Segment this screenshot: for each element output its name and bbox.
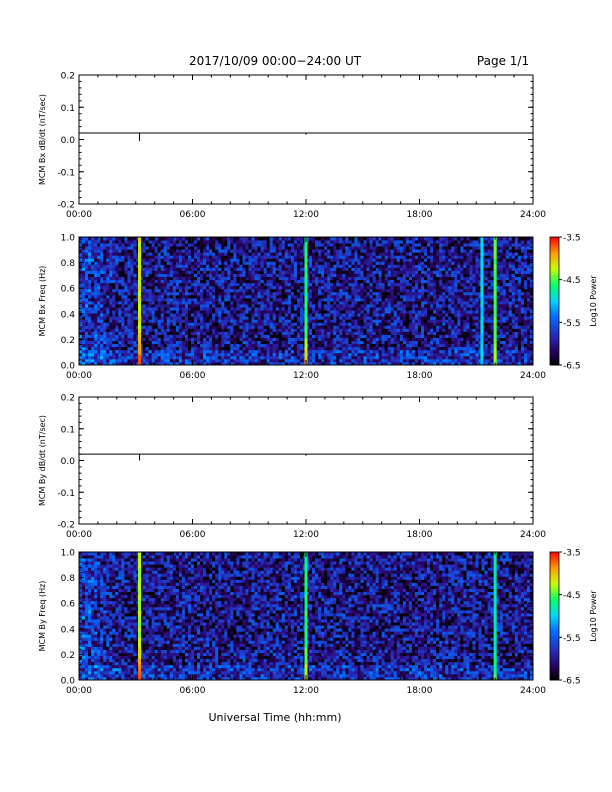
y-tick-label: 0.6 — [61, 600, 76, 610]
y-axis-label: MCM By dB/dt (nT/sec) — [38, 415, 47, 506]
x-tick-label: 00:00 — [66, 686, 92, 696]
dbdt-panel: 0.2 0.1 0.0 -0.1 -0.200:00 06:00 12:00 18:00 24:… — [38, 72, 546, 221]
plot-title: 2017/10/09 00:00−24:00 UT — [189, 54, 362, 68]
colorbar-tick-label: -6.5 — [563, 677, 581, 687]
event-column — [480, 237, 484, 366]
y-tick-label: 0.2 — [61, 651, 75, 661]
event-column — [138, 237, 142, 366]
y-tick-label: 0.1 — [61, 104, 75, 114]
colorbar-tick-label: -3.5 — [563, 549, 581, 559]
y-tick-label: 0.1 — [61, 425, 75, 435]
x-tick-label: 18:00 — [407, 686, 433, 696]
x-tick-label: 12:00 — [293, 530, 319, 540]
spectrogram-panel: 1.0 0.8 0.6 0.4 0.2 0.000:00 06:00 12:00 18:00 24… — [38, 234, 598, 382]
plot-frame — [78, 74, 534, 205]
colorbar-tick-label: -6.5 — [563, 362, 581, 372]
x-tick-label: 24:00 — [520, 371, 546, 381]
y-tick-label: 0.2 — [61, 394, 75, 404]
event-column — [304, 552, 308, 681]
y-tick-label: -0.1 — [57, 168, 75, 178]
y-tick-label: 0.2 — [61, 72, 75, 82]
y-tick-label: -0.1 — [57, 489, 75, 499]
x-tick-label: 12:00 — [293, 371, 319, 381]
page-number: Page 1/1 — [477, 54, 529, 68]
y-tick-label: 0.8 — [61, 574, 76, 584]
colorbar-tick-label: -4.5 — [563, 591, 581, 601]
x-tick-label: 06:00 — [180, 371, 206, 381]
y-axis-label: MCM Bx Freq (Hz) — [38, 266, 47, 337]
x-tick-label: 18:00 — [407, 210, 433, 220]
y-tick-label: -0.2 — [57, 201, 75, 211]
event-column — [493, 552, 497, 681]
colorbar-tick-label: -3.5 — [563, 234, 581, 244]
dbdt-panel: 0.2 0.1 0.0 -0.1 -0.200:00 06:00 12:00 18:00 24:… — [38, 394, 546, 541]
x-tick-label: 06:00 — [180, 530, 206, 540]
x-tick-label: 00:00 — [66, 530, 92, 540]
y-tick-label: 0.0 — [61, 677, 76, 687]
colorbar: -3.5 -4.5 -5.5 -6.5 Log10 Power — [549, 549, 598, 687]
x-tick-label: 18:00 — [407, 530, 433, 540]
colorbar-frame — [549, 236, 560, 366]
x-tick-label: 24:00 — [520, 686, 546, 696]
colorbar-tick-label: -5.5 — [563, 319, 581, 329]
event-column — [138, 552, 142, 681]
y-tick-label: 0.8 — [61, 259, 76, 269]
x-axis-title: Universal Time (hh:mm) — [209, 711, 342, 724]
x-tick-label: 00:00 — [66, 371, 92, 381]
x-tick-label: 18:00 — [407, 371, 433, 381]
y-tick-label: 1.0 — [61, 549, 76, 559]
panels: 0.20.10.0-0.1-0.200:00 06:00 12:00 18:00 24:… — [38, 72, 598, 697]
spectrogram-cells — [79, 237, 534, 366]
y-tick-label: 0.0 — [61, 362, 76, 372]
plot-frame — [78, 396, 534, 525]
y-tick-label: 0.4 — [61, 310, 76, 320]
x-tick-label: 12:00 — [293, 210, 319, 220]
y-axis-label: MCM Bx dB/dt (nT/sec) — [38, 94, 47, 185]
spectrogram-panel: 1.0 0.8 0.6 0.4 0.2 0.000:00 06:00 12:00 18:00 24… — [38, 549, 598, 697]
colorbar: -3.5 -4.5 -5.5 -6.5 Log10 Power — [549, 234, 598, 372]
x-tick-label: 06:00 — [180, 686, 206, 696]
y-tick-label: 0.4 — [61, 625, 76, 635]
y-tick-label: 0.2 — [61, 336, 75, 346]
y-tick-label: 0.0 — [61, 136, 76, 146]
y-tick-label: -0.2 — [57, 521, 75, 531]
x-tick-label: 12:00 — [293, 686, 319, 696]
y-tick-label: 1.0 — [61, 234, 76, 244]
colorbar-tick-label: -4.5 — [563, 276, 581, 286]
x-tick-label: 00:00 — [66, 210, 92, 220]
colorbar-label: Log10 Power — [589, 275, 598, 327]
x-tick-label: 06:00 — [180, 210, 206, 220]
y-axis-label: MCM By Freq (Hz) — [38, 581, 47, 652]
colorbar-frame — [549, 551, 560, 681]
x-tick-label: 24:00 — [520, 210, 546, 220]
y-tick-label: 0.0 — [61, 457, 76, 467]
y-tick-label: 0.6 — [61, 285, 76, 295]
colorbar-tick-label: -5.5 — [563, 634, 581, 644]
event-column — [493, 237, 497, 366]
x-tick-label: 24:00 — [520, 530, 546, 540]
colorbar-label: Log10 Power — [589, 590, 598, 642]
event-column — [304, 237, 308, 366]
